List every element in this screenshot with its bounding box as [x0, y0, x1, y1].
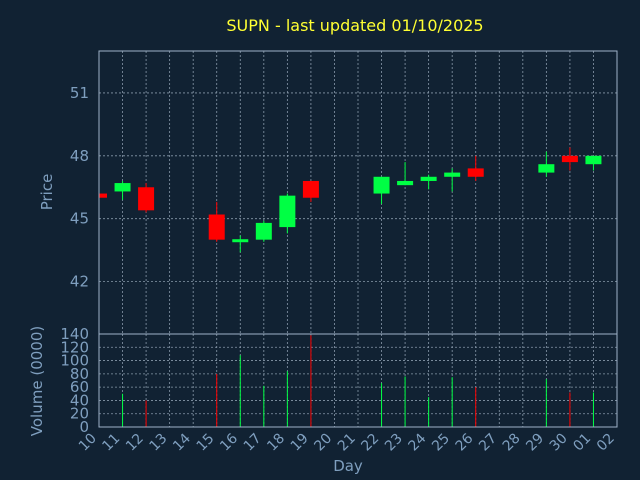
- candle-body: [467, 168, 484, 177]
- candle-body: [99, 193, 107, 198]
- candle-body: [279, 195, 296, 228]
- candle-body: [561, 155, 578, 163]
- candlestick-series: [98, 147, 602, 253]
- candle-body: [397, 180, 414, 186]
- volume-tick-label: 40: [70, 391, 89, 409]
- candle-body: [208, 214, 225, 240]
- volume-panel-frame: [98, 333, 618, 428]
- candle: [561, 147, 578, 171]
- price-tick-label: 48: [70, 147, 89, 165]
- candle: [467, 155, 484, 181]
- candle-body: [255, 222, 272, 240]
- price-tick-labels: 42 45 48 51: [70, 84, 89, 291]
- candle-body: [420, 176, 437, 181]
- candle-body: [232, 239, 249, 243]
- candle: [208, 201, 225, 242]
- candle: [232, 235, 249, 253]
- candle: [373, 176, 390, 205]
- price-tick-label: 45: [70, 210, 89, 228]
- day-tick-labels: 10 11 12 13 14 15 16 17 18 19 20 21 22 23 24 25 26 27 28 29…: [76, 430, 618, 454]
- volume-tick-label: 100: [60, 352, 89, 370]
- candle: [585, 155, 602, 171]
- candle: [302, 180, 319, 202]
- volume-tick-label: 80: [70, 365, 89, 383]
- volume-tick-label: 20: [70, 405, 89, 423]
- volume-axis-label: Volume (0000): [28, 326, 46, 436]
- candle: [538, 151, 555, 177]
- candle-body: [114, 183, 131, 192]
- candle: [397, 162, 414, 186]
- volume-tick-label: 140: [60, 325, 89, 343]
- candle: [114, 180, 131, 200]
- chart-title: SUPN - last updated 01/10/2025: [226, 16, 483, 35]
- price-tick-label: 51: [70, 84, 89, 102]
- candle: [279, 193, 296, 234]
- candle-body: [138, 187, 155, 211]
- candle: [420, 174, 437, 190]
- candle-body: [444, 172, 461, 177]
- price-tick-label: 42: [70, 273, 89, 291]
- candle-body: [302, 180, 319, 198]
- candle: [138, 183, 155, 213]
- candle-body: [585, 155, 602, 165]
- candle: [255, 220, 272, 242]
- day-axis-label: Day: [333, 457, 363, 475]
- price-axis-label: Price: [38, 174, 56, 211]
- volume-tick-label: 120: [60, 338, 89, 356]
- volume-tick-label: 60: [70, 378, 89, 396]
- candle-body: [538, 164, 555, 173]
- candle-body: [373, 176, 390, 194]
- volume-series: [122, 335, 594, 427]
- candle: [444, 168, 461, 192]
- volume-tick-label: 0: [79, 418, 89, 436]
